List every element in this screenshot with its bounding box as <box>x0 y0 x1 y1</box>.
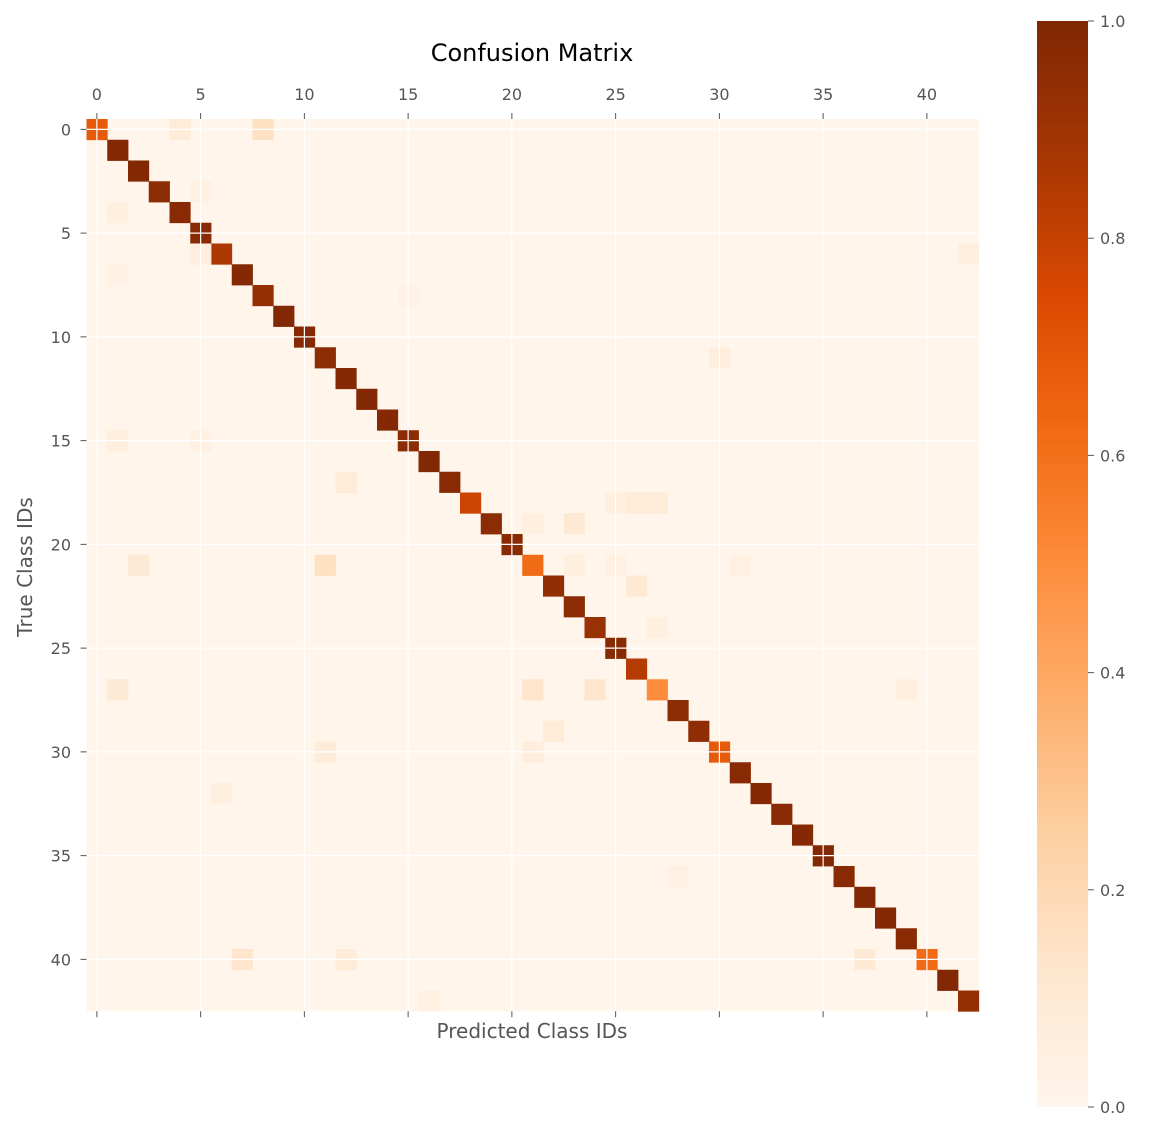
matrix-cell <box>854 886 876 908</box>
matrix-cell <box>833 866 855 888</box>
x-tick-label: 5 <box>196 85 206 104</box>
y-tick-label: 20 <box>51 535 71 554</box>
x-axis-ticks: 0 5 10 15 20 25 30 35 40 <box>92 85 937 1018</box>
x-tick-label: 20 <box>502 85 522 104</box>
matrix-cell <box>895 679 917 701</box>
matrix-cell <box>750 783 772 805</box>
x-tick-label: 35 <box>813 85 833 104</box>
matrix-cell <box>792 824 814 846</box>
colorbar-tick-label: 0.0 <box>1100 1098 1125 1117</box>
colorbar-tick-label: 0.8 <box>1100 229 1125 248</box>
matrix-cell <box>211 783 233 805</box>
matrix-cell <box>563 596 585 618</box>
matrix-cell <box>667 866 689 888</box>
matrix-cell <box>522 554 544 576</box>
x-axis-label: Predicted Class IDs <box>437 1019 628 1043</box>
matrix-cell <box>688 720 710 742</box>
matrix-cell <box>626 492 648 514</box>
y-tick-label: 0 <box>61 120 71 139</box>
matrix-cell <box>377 409 399 431</box>
y-tick-label: 40 <box>51 950 71 969</box>
matrix-cell <box>231 264 253 286</box>
matrix-cell <box>169 202 191 224</box>
y-axis-label: True Class IDs <box>13 497 37 638</box>
y-tick-label: 10 <box>51 328 71 347</box>
matrix-cell <box>480 513 502 535</box>
matrix-cell <box>522 513 544 535</box>
x-tick-label: 0 <box>92 85 102 104</box>
y-tick-label: 15 <box>51 432 71 451</box>
matrix-cell <box>107 679 129 701</box>
matrix-cell <box>522 679 544 701</box>
matrix-cell <box>107 139 129 161</box>
matrix-cell <box>314 554 336 576</box>
matrix-cell <box>584 617 606 639</box>
y-tick-label: 30 <box>51 743 71 762</box>
matrix-cell <box>356 388 378 410</box>
x-tick-label: 25 <box>605 85 625 104</box>
matrix-cell <box>937 969 959 991</box>
matrix-cell <box>958 990 980 1012</box>
matrix-cell <box>335 471 357 493</box>
matrix-cell <box>335 368 357 390</box>
matrix-cell <box>771 803 793 825</box>
x-tick-label: 40 <box>917 85 937 104</box>
matrix-cell <box>543 720 565 742</box>
matrix-cell <box>563 513 585 535</box>
matrix-cell <box>314 347 336 369</box>
matrix-cell <box>211 243 233 265</box>
matrix-cell <box>128 160 150 182</box>
matrix-cell <box>729 554 751 576</box>
chart-title: Confusion Matrix <box>431 39 634 67</box>
matrix-cell <box>460 492 482 514</box>
matrix-cell <box>273 305 295 327</box>
matrix-cell <box>128 554 150 576</box>
matrix-cell <box>895 928 917 950</box>
colorbar-tick-label: 0.2 <box>1100 881 1125 900</box>
grid-lines <box>86 119 979 1012</box>
heatmap-cells <box>86 119 980 1012</box>
matrix-cell <box>667 700 689 722</box>
matrix-cell <box>563 554 585 576</box>
y-axis-ticks: 0 5 10 15 20 25 30 35 40 <box>51 120 87 969</box>
matrix-cell <box>418 451 440 473</box>
matrix-cell <box>418 990 440 1012</box>
y-tick-label: 35 <box>51 847 71 866</box>
x-tick-label: 10 <box>294 85 314 104</box>
matrix-cell <box>646 679 668 701</box>
colorbar-tick-label: 1.0 <box>1100 12 1125 31</box>
colorbar-ticks: 0.0 0.2 0.4 0.6 0.8 1.0 <box>1088 12 1125 1117</box>
matrix-cell <box>626 575 648 597</box>
matrix-cell <box>439 471 461 493</box>
colorbar <box>1037 21 1088 1107</box>
matrix-cell <box>584 679 606 701</box>
colorbar-tick-label: 0.6 <box>1100 446 1125 465</box>
matrix-cell <box>252 285 274 307</box>
matrix-cell <box>626 658 648 680</box>
matrix-cell <box>107 202 129 224</box>
matrix-cell <box>875 907 897 929</box>
y-tick-label: 25 <box>51 639 71 658</box>
matrix-cell <box>543 575 565 597</box>
y-tick-label: 5 <box>61 224 71 243</box>
matrix-cell <box>107 264 129 286</box>
colorbar-tick-label: 0.4 <box>1100 664 1125 683</box>
x-tick-label: 30 <box>709 85 729 104</box>
matrix-cell <box>729 762 751 784</box>
matrix-cell <box>646 492 668 514</box>
matrix-cell <box>958 243 980 265</box>
matrix-cell <box>148 181 170 203</box>
matrix-cell <box>646 617 668 639</box>
x-tick-label: 15 <box>398 85 418 104</box>
